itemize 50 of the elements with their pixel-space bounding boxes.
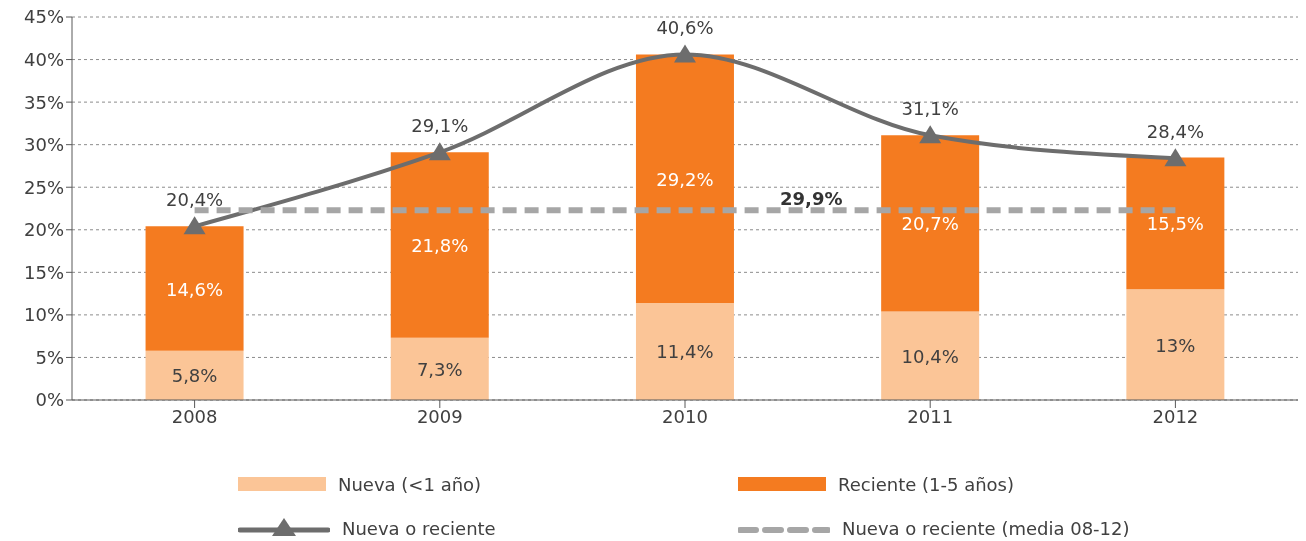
data-label: 15,5%: [1146, 213, 1204, 235]
bar: [1126, 289, 1225, 400]
point: [1164, 148, 1187, 167]
point: [919, 125, 942, 144]
data-label: 29,1%: [411, 115, 469, 137]
data-label: 7,3%: [416, 358, 463, 380]
y-tick-label: 45%: [23, 6, 64, 28]
point: [428, 142, 451, 161]
y-tick-label: 10%: [23, 304, 64, 326]
y-tick-label: 15%: [23, 261, 64, 283]
x-tick-label: 2010: [662, 405, 708, 427]
data-label: 5,8%: [171, 365, 218, 387]
legend-label: Nueva (<1 año): [338, 473, 482, 495]
point: [674, 44, 696, 63]
bar: [145, 226, 244, 351]
y-tick-label: 30%: [23, 134, 64, 156]
bar: [390, 337, 489, 400]
data-label: 31,1%: [901, 98, 959, 120]
bar: [635, 302, 734, 400]
bar: [635, 54, 734, 303]
legend-label: Reciente (1-5 años): [838, 473, 1015, 495]
bar: [390, 152, 489, 338]
data-label: 20,7%: [901, 213, 959, 235]
y-tick-label: 25%: [23, 176, 64, 198]
legend-label: Nueva o reciente: [342, 517, 496, 539]
x-tick-label: 2012: [1152, 405, 1199, 427]
data-label: 20,4%: [166, 189, 224, 211]
x-tick-label: 2009: [416, 405, 463, 427]
bar: [1126, 157, 1225, 290]
data-label: 11,4%: [656, 341, 714, 363]
data-label: 10,4%: [901, 345, 959, 367]
data-label: 21,8%: [411, 235, 469, 257]
annotation: 29,9%: [780, 188, 843, 209]
data-label: 13%: [1155, 334, 1196, 356]
data-label: 29,2%: [656, 168, 714, 190]
bar: [145, 350, 244, 400]
data-label: 14,6%: [165, 278, 224, 300]
x-tick-label: 2008: [171, 405, 218, 427]
data-label: 40,6%: [656, 17, 714, 39]
x-tick-label: 2011: [907, 405, 954, 427]
bar: [881, 135, 980, 312]
y-tick-label: 40%: [23, 48, 64, 70]
bar: [881, 311, 980, 400]
y-tick-label: 20%: [23, 219, 64, 241]
y-tick-label: 5%: [35, 346, 64, 368]
data-label: 28,4%: [1146, 121, 1204, 143]
y-tick-label: 0%: [35, 389, 64, 411]
legend-label: Nueva o reciente (media 08-12): [842, 517, 1130, 539]
point: [183, 216, 206, 235]
y-tick-label: 35%: [23, 91, 64, 113]
